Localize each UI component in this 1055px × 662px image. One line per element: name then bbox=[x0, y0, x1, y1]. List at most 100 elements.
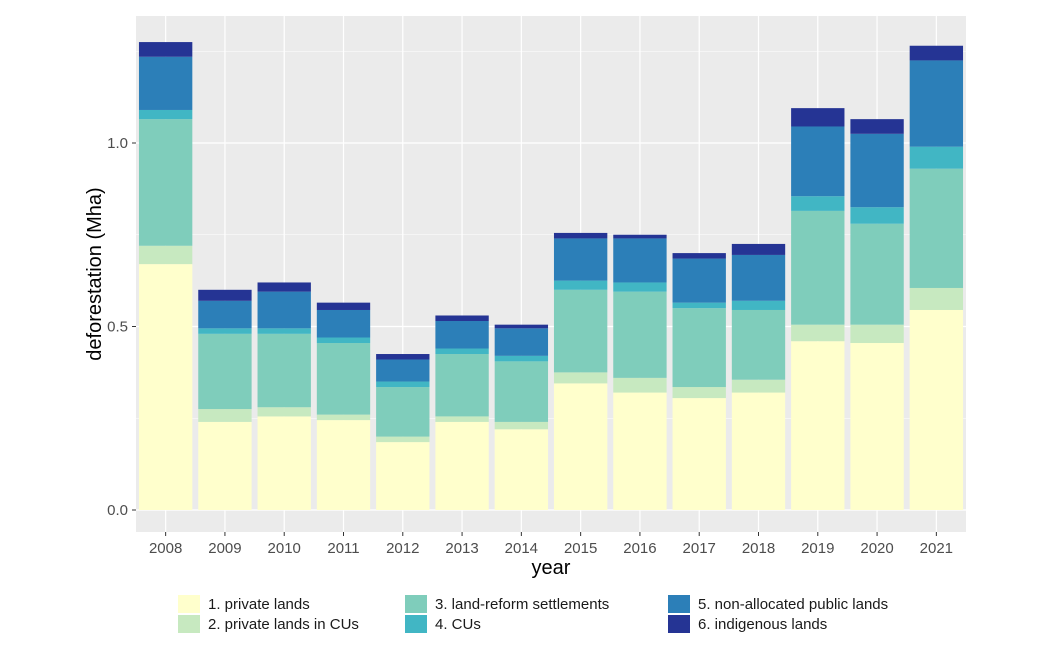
bar-segment bbox=[316, 414, 371, 421]
bar-segment bbox=[791, 196, 845, 211]
x-tick-label: 2015 bbox=[564, 540, 597, 557]
bar-segment bbox=[257, 328, 311, 334]
bar-segment bbox=[672, 387, 726, 399]
bar-segment bbox=[138, 264, 193, 510]
bar-segment bbox=[376, 359, 430, 382]
bar-segment bbox=[435, 354, 489, 417]
bar-segment bbox=[731, 254, 786, 301]
y-tick-label: 0.0 bbox=[107, 502, 128, 519]
legend-swatch bbox=[178, 595, 200, 613]
bar-segment bbox=[316, 309, 371, 338]
bar-segment bbox=[494, 421, 549, 430]
legend-item: 2. private lands in CUs bbox=[178, 614, 359, 634]
x-tick-label: 2018 bbox=[742, 540, 775, 557]
bar-segment bbox=[613, 377, 667, 393]
legend-label: 3. land-reform settlements bbox=[435, 595, 610, 613]
legend-item: 3. land-reform settlements bbox=[405, 594, 609, 614]
bars bbox=[138, 42, 964, 510]
bar-segment bbox=[909, 146, 964, 169]
bar-segment bbox=[494, 328, 549, 356]
x-tick-label: 2012 bbox=[386, 540, 419, 557]
x-axis-ticks: 2008 2009 2010 2011 2012 2013 2014 2015 2016 2017… bbox=[149, 532, 953, 557]
bar-segment bbox=[198, 289, 252, 301]
bar-segment bbox=[672, 302, 726, 309]
bar-segment bbox=[553, 372, 608, 384]
bar-segment bbox=[376, 387, 430, 437]
bar-segment bbox=[435, 421, 489, 510]
bar-segment bbox=[791, 324, 845, 342]
x-tick-label: 2016 bbox=[623, 540, 656, 557]
bar-segment bbox=[850, 324, 904, 344]
bar-segment bbox=[494, 355, 549, 362]
x-tick-label: 2021 bbox=[920, 540, 953, 557]
legend: 1. private lands 2. private lands in CUs 3… bbox=[0, 592, 1055, 642]
bar-segment bbox=[731, 379, 786, 393]
bar-segment bbox=[494, 324, 549, 329]
bar-segment bbox=[553, 289, 608, 373]
bar-segment bbox=[138, 56, 193, 110]
bar-segment bbox=[791, 126, 845, 197]
legend-item: 1. private lands bbox=[178, 594, 310, 614]
bar-segment bbox=[553, 238, 608, 281]
x-tick-label: 2008 bbox=[149, 540, 182, 557]
y-tick-label: 1.0 bbox=[107, 135, 128, 152]
legend-item: 5. non-allocated public lands bbox=[668, 594, 888, 614]
bar-segment bbox=[553, 383, 608, 510]
legend-label: 1. private lands bbox=[208, 595, 310, 613]
bar-segment bbox=[850, 207, 904, 224]
bar-segment bbox=[613, 291, 667, 378]
bar-segment bbox=[613, 238, 667, 283]
bar-segment bbox=[316, 343, 371, 415]
x-tick-label: 2014 bbox=[505, 540, 538, 557]
y-tick-label: 0.5 bbox=[107, 319, 128, 336]
bar-segment bbox=[257, 416, 311, 510]
bar-segment bbox=[731, 243, 786, 255]
bar-segment bbox=[909, 287, 964, 310]
x-tick-label: 2010 bbox=[268, 540, 301, 557]
bar-segment bbox=[553, 280, 608, 290]
bar-segment bbox=[138, 119, 193, 246]
legend-label: 2. private lands in CUs bbox=[208, 615, 359, 633]
bar-segment bbox=[909, 168, 964, 288]
bar-segment bbox=[791, 108, 845, 127]
bar-segment bbox=[376, 381, 430, 388]
bar-segment bbox=[672, 398, 726, 510]
bar-segment bbox=[494, 361, 549, 422]
legend-swatch bbox=[178, 615, 200, 633]
bar-segment bbox=[257, 333, 311, 408]
bar-segment bbox=[316, 420, 371, 510]
bar-segment bbox=[850, 343, 904, 510]
x-tick-label: 2017 bbox=[683, 540, 716, 557]
legend-label: 5. non-allocated public lands bbox=[698, 595, 889, 613]
bar-segment bbox=[850, 133, 904, 208]
bar-segment bbox=[494, 429, 549, 510]
bar-segment bbox=[909, 60, 964, 147]
x-tick-label: 2009 bbox=[208, 540, 241, 557]
bar-segment bbox=[257, 291, 311, 329]
bar-segment bbox=[613, 234, 667, 239]
bar-segment bbox=[138, 245, 193, 265]
bar-segment bbox=[850, 223, 904, 325]
x-axis-title: year bbox=[532, 557, 571, 579]
bar-segment bbox=[198, 421, 252, 510]
bar-segment bbox=[613, 392, 667, 510]
bar-segment bbox=[198, 328, 252, 334]
bar-segment bbox=[376, 436, 430, 443]
bar-segment bbox=[731, 309, 786, 380]
bar-segment bbox=[198, 409, 252, 422]
bar-segment bbox=[909, 45, 964, 61]
bar-segment bbox=[435, 416, 489, 422]
legend-label: 6. indigenous lands bbox=[698, 615, 828, 633]
bar-segment bbox=[138, 42, 193, 57]
bar-segment bbox=[791, 341, 845, 510]
bar-segment bbox=[138, 109, 193, 120]
stacked-bar-chart: 0.00.51.0 2008 2009 2010 2011 2012 2013 2014 20… bbox=[84, 16, 966, 579]
bar-segment bbox=[376, 442, 430, 510]
bar-segment bbox=[198, 333, 252, 410]
bar-segment bbox=[553, 232, 608, 239]
bar-segment bbox=[731, 392, 786, 510]
bar-segment bbox=[376, 354, 430, 360]
bar-segment bbox=[613, 282, 667, 292]
bar-segment bbox=[435, 348, 489, 355]
legend-swatch bbox=[668, 615, 690, 633]
